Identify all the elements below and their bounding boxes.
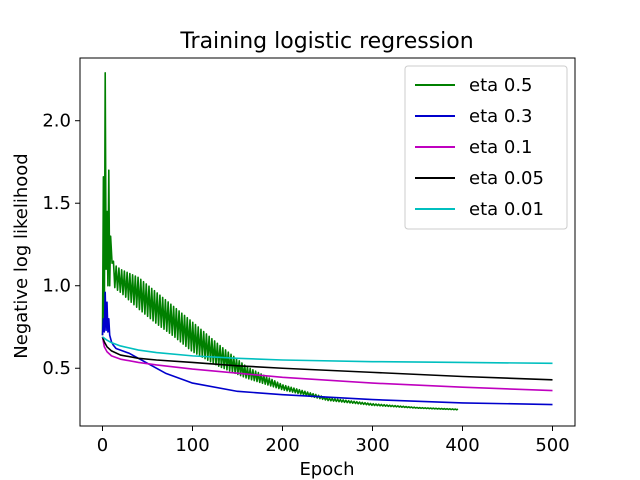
y-tick-label: 1.0	[42, 276, 71, 297]
legend: eta 0.5 eta 0.3 eta 0.1 eta 0.05 eta 0.01	[404, 65, 568, 230]
x-tick-label: 0	[97, 435, 108, 456]
legend-label: eta 0.05	[469, 168, 544, 189]
series-layer	[101, 72, 553, 411]
y-axis-label: Negative log likelihood	[11, 153, 32, 358]
y-tick-label: 0.5	[42, 358, 71, 379]
legend-label: eta 0.5	[469, 75, 533, 96]
series-line-2	[101, 291, 553, 406]
series-line-4	[101, 336, 553, 381]
legend-box	[404, 65, 568, 230]
legend-label: eta 0.01	[469, 199, 544, 220]
series-line-3	[101, 336, 553, 392]
series-line-1	[101, 72, 459, 411]
legend-label: eta 0.1	[469, 137, 533, 158]
y-tick-label: 1.5	[42, 193, 71, 214]
x-tick-label: 400	[445, 435, 479, 456]
chart-title: Training logistic regression	[179, 29, 473, 54]
y-axis: 0.5 1.0 1.5 2.0	[42, 111, 80, 379]
x-axis: 0 100 200 300 400 500	[97, 426, 570, 456]
x-axis-label: Epoch	[299, 459, 354, 480]
x-tick-label: 200	[265, 435, 299, 456]
x-tick-label: 100	[175, 435, 209, 456]
plot-frame	[79, 57, 576, 427]
y-tick-label: 2.0	[42, 111, 71, 132]
x-tick-label: 300	[355, 435, 389, 456]
x-tick-label: 500	[535, 435, 569, 456]
legend-label: eta 0.3	[469, 106, 533, 127]
series-line-5	[102, 336, 553, 365]
